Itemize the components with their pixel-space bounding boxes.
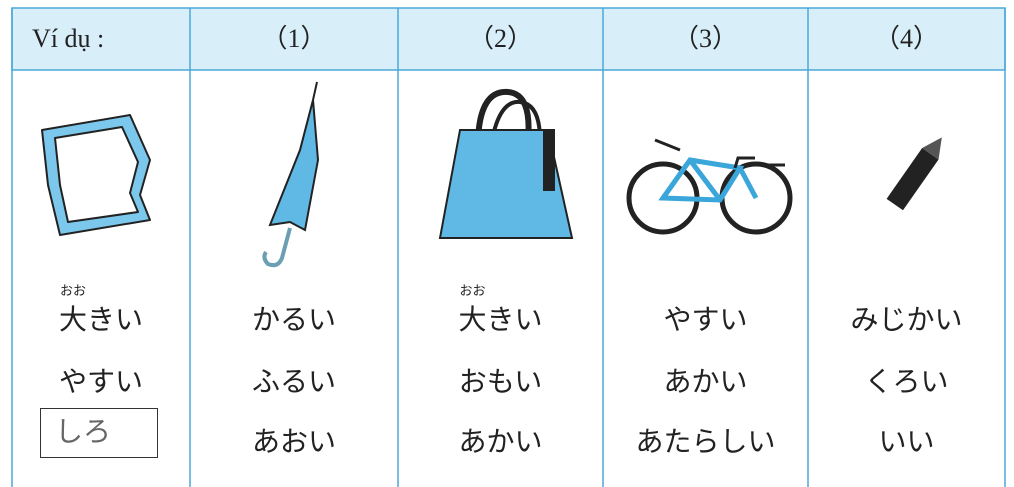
word: やすい <box>663 303 748 336</box>
header-row <box>11 7 1006 71</box>
word: かるい <box>251 303 337 336</box>
word: やすい <box>58 365 144 398</box>
bag-picture <box>438 88 574 239</box>
furigana: おお <box>59 284 86 299</box>
ruby-base: 大おお <box>59 284 87 338</box>
bicycle-picture <box>626 138 793 235</box>
word: あおい <box>251 425 337 458</box>
header-cell: （2） <box>467 24 533 53</box>
okurigana: きい <box>87 303 144 336</box>
word: おもい <box>458 365 543 398</box>
handkerchief-picture <box>41 114 151 236</box>
word: いい <box>878 425 935 458</box>
word: ふるい <box>251 365 337 398</box>
pencil-picture <box>886 137 942 211</box>
header-cell: （3） <box>672 24 738 53</box>
ruby-base: 大おお <box>458 284 486 338</box>
word: あかい <box>663 365 748 398</box>
umbrella-picture <box>262 81 320 268</box>
word: あたらしい <box>635 425 776 458</box>
answer-box: しろ <box>40 408 158 458</box>
word: みじかい <box>850 303 963 336</box>
furigana: おお <box>459 284 486 299</box>
header-cell: （1） <box>261 24 327 53</box>
word: 大おお きい <box>59 284 144 338</box>
header-cell: Ví dụ : <box>32 24 105 53</box>
column-lines <box>11 8 1006 487</box>
word: あかい <box>458 425 543 458</box>
okurigana: きい <box>486 303 543 336</box>
word: 大おお きい <box>458 284 543 338</box>
word: くろい <box>864 365 949 398</box>
header-cell: （4） <box>873 24 939 53</box>
